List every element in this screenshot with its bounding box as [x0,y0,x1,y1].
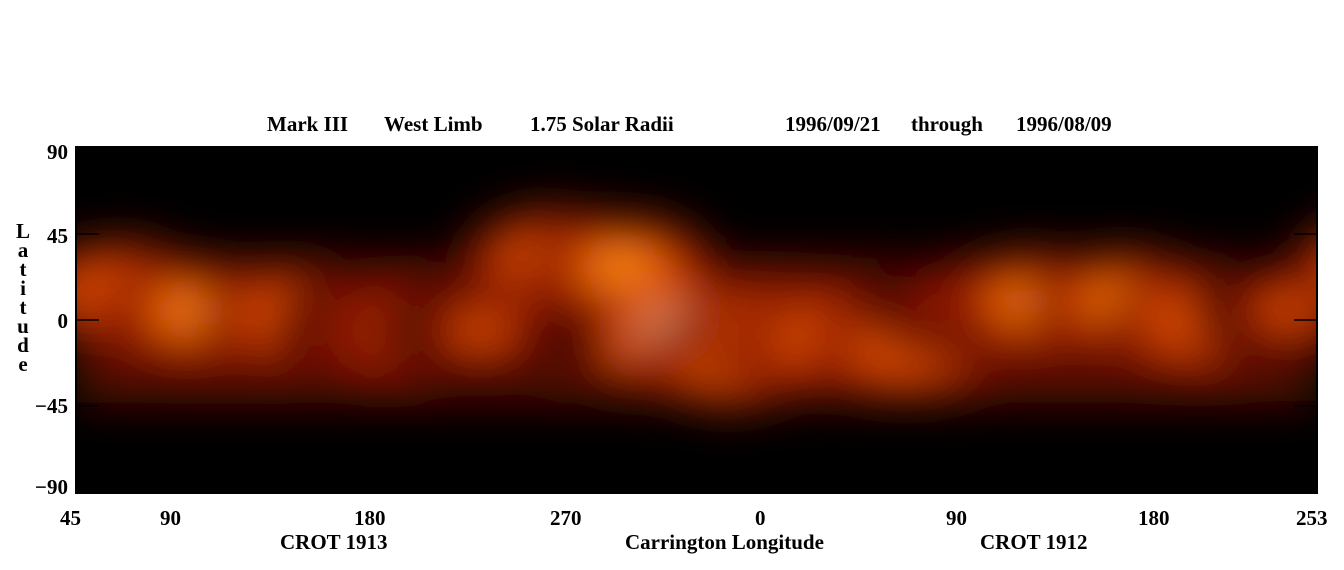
y-axis-label-letter: u [17,314,29,338]
title-through: through [911,112,983,136]
brightness-blob [590,248,655,285]
brightness-blob [448,311,513,348]
title-limb: West Limb [384,112,483,136]
x-axis-label: Carrington Longitude [625,530,824,554]
y-axis-label-letter: t [19,257,27,281]
x-tick-label: 180 [354,506,386,530]
x-tick-label: 270 [550,506,582,530]
x-tick-label: 180 [1138,506,1170,530]
x-tick-label: 90 [160,506,181,530]
y-tick-label: −45 [35,394,68,418]
x-tick-label: 90 [946,506,967,530]
y-tick-label: 0 [57,309,69,333]
title-end-date: 1996/08/09 [1016,112,1112,136]
x-tick-label: 45 [60,506,81,530]
y-axis-label-letter: a [17,238,29,262]
title-radius: 1.75 Solar Radii [530,112,674,136]
title-start-date: 1996/09/21 [785,112,881,136]
y-axis-label-letter: e [18,352,28,376]
crot-label-1913: CROT 1913 [280,530,388,554]
title-instrument: Mark III [267,112,349,136]
y-axis-label-letter: t [19,295,27,319]
y-tick-label: −90 [35,475,68,499]
y-axis-label-letter: L [15,219,30,243]
crot-label-1912: CROT 1912 [980,530,1088,554]
heatmap-plot-area [75,146,1318,494]
y-axis-label-letter: i [20,276,26,300]
y-tick-label: 45 [47,224,68,248]
synoptic-map [77,148,1316,492]
brightness-blob [1290,231,1316,302]
x-tick-label: 253 [1296,506,1328,530]
y-tick-label: 90 [47,140,68,164]
x-tick-label: 0 [755,506,766,530]
y-axis-label-letter: d [17,333,29,357]
